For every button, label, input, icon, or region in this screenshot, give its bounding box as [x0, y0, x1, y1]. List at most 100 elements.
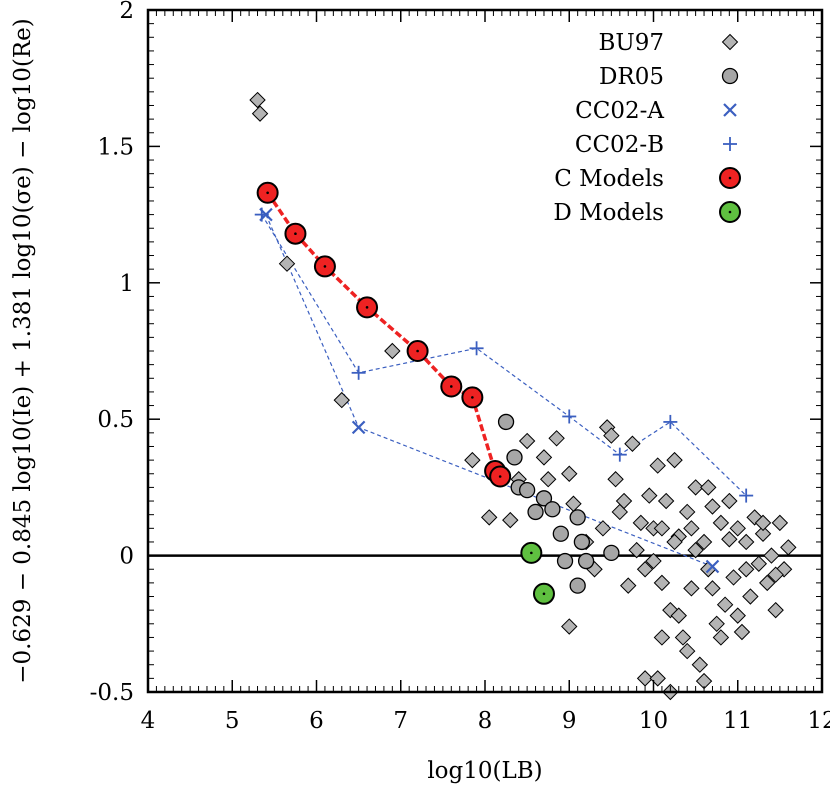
bu97-point: [712, 514, 730, 532]
cc02-b-point: [739, 488, 754, 503]
c-model-point: [256, 181, 279, 204]
legend-item: CC02-B: [575, 132, 737, 158]
bu97-point: [750, 555, 768, 572]
y-tick-label: 1: [119, 271, 134, 297]
c-model-point: [440, 375, 463, 398]
bu97-point: [565, 495, 582, 512]
bu97-point: [251, 105, 269, 122]
bu97-point: [767, 566, 784, 583]
legend-label: C Models: [554, 166, 664, 192]
bu97-point: [649, 457, 666, 474]
legend: BU97 DR05 CC02-A CC02-B C Models D Models: [553, 30, 741, 226]
legend-label: CC02-A: [575, 98, 664, 124]
legend-label: DR05: [599, 64, 664, 90]
y-tick-label: 1.5: [97, 134, 134, 160]
bu97-point: [754, 525, 772, 542]
bu97-point: [666, 451, 683, 469]
bu97-point: [721, 492, 738, 510]
model-center-dot: [728, 176, 732, 180]
bu97-point: [603, 427, 620, 444]
bu97-point: [561, 465, 578, 482]
model-center-dot: [323, 265, 327, 268]
c-model-point: [356, 296, 379, 319]
bu97-point: [636, 670, 654, 687]
axis-ticks: [147, 9, 823, 693]
bu97-point: [725, 569, 742, 586]
cross-stroke: [351, 420, 366, 435]
bu97-point: [729, 520, 746, 537]
bu97-point: [674, 629, 692, 646]
bu97-point: [759, 574, 776, 592]
cc02-b-point: [469, 341, 484, 356]
legend-symbol: [723, 103, 737, 117]
cc02-b-point: [612, 447, 627, 462]
model-center-dot: [266, 191, 269, 195]
axis-tick-labels: 4 5 6 7 8 9 10 11 12 -0.5 0 0.5 1 1.5 2: [90, 0, 830, 734]
bu97-point: [632, 514, 650, 532]
bu97-point: [645, 552, 662, 570]
bu97-point: [333, 391, 350, 409]
bu97-point: [683, 580, 700, 597]
legend-symbol: [723, 137, 737, 151]
cc02-b-point: [562, 409, 577, 424]
bu97-point: [767, 601, 784, 619]
bu97-point: [624, 435, 641, 452]
bu97-point: [716, 596, 734, 613]
x-tick-label: 11: [723, 708, 752, 734]
x-tick-label: 4: [141, 708, 156, 734]
bu97-point: [561, 618, 578, 635]
bu97-point: [704, 580, 721, 597]
model-center-dot: [728, 210, 732, 214]
model-center-dot: [365, 306, 369, 309]
bu97-point: [691, 656, 709, 673]
legend-label: D Models: [553, 200, 664, 226]
plot-frame: [146, 8, 824, 694]
bu97-point: [548, 430, 565, 447]
x-tick-label: 7: [393, 708, 408, 734]
dr05-point: [569, 577, 586, 594]
bu97-point: [653, 629, 671, 646]
bu97-point: [666, 533, 683, 551]
cross-stroke: [723, 103, 737, 117]
bu97-point: [539, 471, 557, 488]
line-c-models: [266, 191, 502, 478]
bu97-point: [641, 487, 658, 504]
cc02-b-point: [254, 207, 269, 222]
bu97-point: [653, 574, 671, 592]
cc02-a-point: [351, 420, 366, 435]
bu97-point: [754, 514, 772, 532]
bu97-point: [249, 91, 266, 109]
dr05-point: [603, 544, 620, 562]
legend-symbol: [721, 33, 739, 51]
bu97-point: [535, 449, 553, 466]
dr05-point: [535, 490, 553, 507]
x-tick-label: 8: [478, 708, 493, 734]
legend-item: CC02-A: [575, 98, 737, 124]
bu97-point: [628, 541, 645, 559]
bu97-point: [607, 471, 624, 488]
model-center-dot: [294, 232, 297, 235]
legend-symbol: [719, 201, 741, 223]
x-tick-label: 9: [562, 708, 577, 734]
bu97-point: [704, 498, 721, 515]
c-model-point: [406, 340, 429, 362]
bu97-point: [636, 561, 654, 578]
c-model-point: [284, 222, 307, 245]
bu97-point: [384, 342, 401, 360]
bu97-point: [678, 503, 696, 521]
dr05-point: [527, 503, 544, 521]
bu97-point: [712, 629, 730, 646]
data-marks: [249, 91, 797, 701]
bu97-point: [737, 533, 755, 551]
dr05-point: [497, 413, 515, 431]
legend-symbol: [721, 67, 739, 85]
y-tick-label: -0.5: [90, 680, 134, 706]
model-center-dot: [450, 385, 453, 388]
bu97-point: [687, 479, 704, 496]
bu97-point: [780, 539, 797, 556]
y-tick-label: 0.5: [97, 407, 134, 433]
bu97-point: [729, 607, 746, 624]
dr05-point: [552, 525, 569, 542]
legend-item: DR05: [599, 64, 739, 90]
x-tick-label: 12: [807, 708, 830, 734]
